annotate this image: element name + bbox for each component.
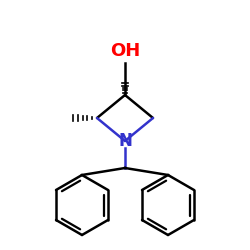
Text: OH: OH: [110, 42, 140, 60]
Text: N: N: [118, 132, 132, 150]
